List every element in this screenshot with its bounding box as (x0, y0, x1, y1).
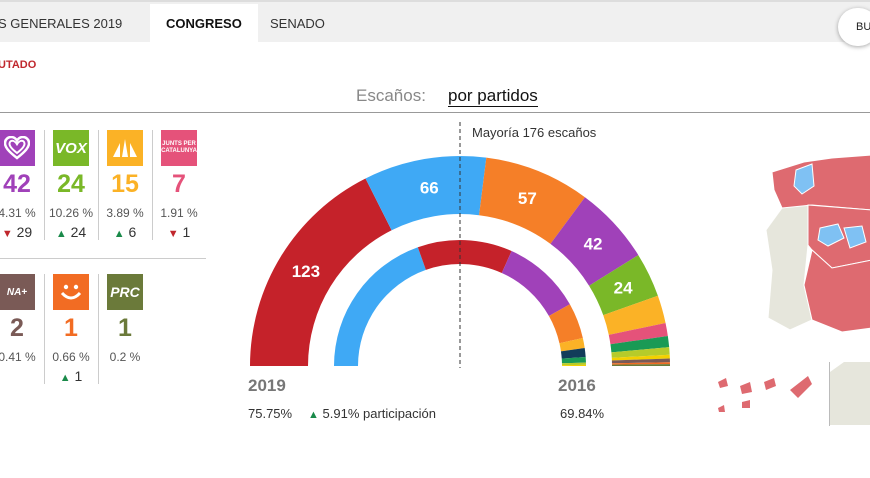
party-vote-pct: 10.26 % (48, 206, 94, 220)
seat-slice-cca-2019[interactable] (611, 354, 670, 361)
seats-selector-value[interactable]: por partidos (448, 86, 538, 107)
smile-logo-icon (53, 274, 89, 310)
party-seats: 15 (111, 170, 139, 198)
spain-province-pp-2 (817, 223, 845, 247)
party-vote-pct: 0.41 % (0, 350, 36, 364)
party-vote-pct: 0.66 % (52, 350, 90, 364)
card-separator (44, 130, 45, 240)
spain-province-pp-3 (843, 225, 867, 249)
spain-results-map[interactable] (712, 150, 870, 450)
seat-slice-psoe-2019[interactable] (250, 178, 392, 366)
card-separator (152, 130, 153, 240)
heart-logo-icon (0, 130, 35, 166)
seat-slice-up-2019[interactable] (550, 197, 639, 286)
seat-slice-cs-2016[interactable] (548, 304, 583, 344)
seat-slice-erc-2019[interactable] (603, 295, 666, 335)
party-seats: 2 (10, 314, 24, 342)
seat-count-label: 57 (518, 189, 537, 208)
party-delta: ▲ 24 (55, 224, 87, 240)
seat-slice-comprom-s-2019[interactable] (611, 362, 670, 365)
party-delta: ▼ 1 (167, 224, 191, 240)
party-delta: ▲ 6 (113, 224, 137, 240)
portugal-area (765, 199, 813, 331)
party-delta: ▲ 1 (59, 368, 83, 384)
seat-slice-cdc-2016[interactable] (560, 347, 586, 359)
columns-logo-icon (107, 130, 143, 166)
party-seats: 24 (57, 170, 85, 198)
triangle-down-icon: ▼ (1, 228, 13, 240)
party-seats: 1 (118, 314, 132, 342)
seat-slice-pp-2016[interactable] (334, 247, 426, 366)
seat-count-label: 24 (614, 278, 633, 297)
section-label: UTADO (0, 59, 37, 71)
party-vote-pct: 0.2 % (109, 350, 141, 364)
seat-slice-erc-2016[interactable] (559, 337, 585, 352)
top-nav-bar: S GENERALES 2019 CONGRESO SENADO BU (0, 0, 870, 46)
tab-elecciones-generales[interactable]: S GENERALES 2019 (0, 16, 123, 31)
seats-hemicycle-chart: 123 66 57 42 24 Mayoría 176 escaños (250, 122, 670, 368)
party-vote-pct: 3.89 % (106, 206, 144, 220)
participation-2019: 75.75% (248, 406, 293, 421)
card-separator (98, 274, 99, 384)
majority-label: Mayoría 176 escaños (472, 125, 597, 140)
spain-province-pp-1 (793, 163, 815, 195)
seat-labels: 123 66 57 42 24 (292, 179, 633, 298)
row-separator (0, 258, 206, 259)
party-seats: 1 (64, 314, 78, 342)
triangle-up-icon: ▲ (55, 228, 67, 240)
seat-slice-pnv-2019[interactable] (610, 335, 670, 353)
canary-islands (718, 376, 812, 412)
outer-ring-2019 (250, 156, 670, 366)
triangle-down-icon: ▼ (167, 228, 179, 240)
seat-slice-na--2019[interactable] (611, 358, 670, 364)
year-2019-label: 2019 (248, 376, 286, 395)
seat-slice-bildu-2016[interactable] (561, 362, 586, 366)
spain-region-south (803, 249, 870, 333)
spain-region-north (771, 154, 870, 211)
africa-coast (830, 362, 870, 425)
seat-slice-prc-2019[interactable] (611, 364, 670, 366)
seat-slice-pnv-2016[interactable] (561, 356, 586, 364)
participation-2016: 69.84% (560, 406, 605, 421)
seat-slice-psoe-2016[interactable] (417, 240, 512, 273)
seat-slice-bildu-2019[interactable] (611, 347, 670, 358)
triangle-up-icon: ▲ (59, 372, 71, 384)
search-button[interactable]: BU (838, 8, 870, 46)
seat-slice-pp-2019[interactable] (365, 156, 487, 231)
party-vote-pct: 1.91 % (160, 206, 198, 220)
seat-count-label: 66 (420, 179, 439, 198)
year-2016-label: 2016 (558, 376, 596, 395)
party-seats: 7 (172, 170, 186, 198)
prc-logo-icon: PRC (107, 274, 143, 310)
seat-slice-up-2016[interactable] (501, 251, 570, 317)
triangle-up-icon: ▲ (308, 409, 319, 421)
seat-slice-cca-2016[interactable] (561, 364, 586, 366)
na-logo-icon: NA+ (0, 274, 35, 310)
seat-count-label: 123 (292, 262, 320, 281)
seat-slice-jxcat-2019[interactable] (608, 322, 668, 345)
card-separator (44, 274, 45, 384)
vox-logo-icon: VOX (53, 130, 89, 166)
inner-ring-2016 (334, 240, 586, 366)
party-vote-pct: 4.31 % (0, 206, 36, 220)
participation-change: ▲ 5.91% participación (308, 406, 437, 421)
divider-line (0, 112, 870, 113)
triangle-up-icon: ▲ (113, 228, 125, 240)
map-inset-border (829, 362, 830, 426)
card-separator (98, 130, 99, 240)
seat-count-label: 42 (584, 234, 603, 253)
tab-congreso[interactable]: CONGRESO (150, 4, 258, 44)
tab-senado[interactable]: SENADO (270, 16, 325, 31)
party-delta: ▼ 29 (1, 224, 33, 240)
seat-slice-vox-2019[interactable] (589, 255, 658, 316)
seat-slice-cs-2019[interactable] (479, 157, 585, 244)
seats-selector-label: Escaños: (356, 86, 426, 105)
junts-logo-icon: JUNTS PER CATALUNYA (161, 130, 197, 166)
party-seats: 42 (3, 170, 31, 198)
